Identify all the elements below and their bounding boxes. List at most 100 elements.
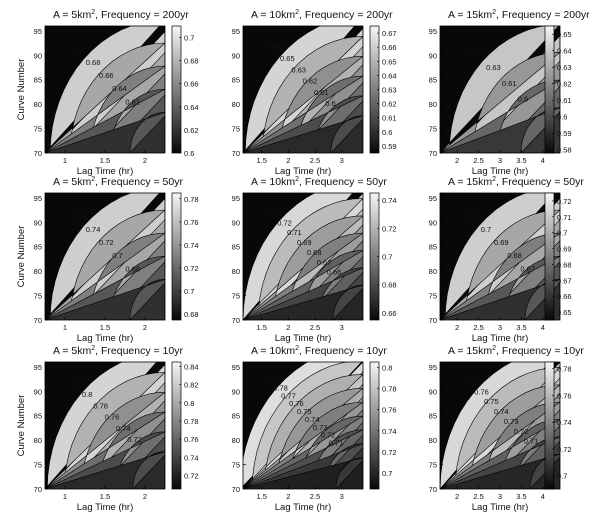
- colorbar-tick-label: 0.76: [382, 406, 397, 415]
- colorbar-tick-label: 0.8: [184, 399, 194, 408]
- colorbar-tick-label: 0.72: [184, 264, 199, 273]
- contour-label: 0.76: [289, 399, 304, 408]
- y-axis-label: Curve Number: [16, 59, 27, 121]
- subplot-title-text: A = 5km: [53, 9, 91, 21]
- colorbar-tick-label: 0.61: [382, 114, 397, 123]
- y-tick-label: 75: [232, 461, 240, 470]
- contour-label: 0.75: [297, 407, 312, 416]
- contour-label: 0.72: [127, 435, 142, 444]
- contour-label: 0.61: [314, 88, 329, 97]
- contour-area: 0.76 0.74 0.72 0.70.68: [45, 193, 165, 320]
- contour-label: 0.76: [474, 387, 489, 396]
- y-tick-label: 90: [429, 51, 437, 60]
- contour-area: 0.82 0.80.78 0.76 0.74 0.72: [45, 362, 165, 489]
- y-tick-label: 80: [429, 436, 437, 445]
- subplot-9: A = 15km2, Frequency = 10yr0.770.760.750…: [429, 345, 585, 513]
- subplot-title-superscript: 2: [295, 345, 299, 352]
- contour-band: [243, 115, 363, 153]
- subplot-title: A = 15km2, Frequency = 10yr: [448, 345, 584, 357]
- contour-label: 0.7: [73, 45, 83, 54]
- x-tick-label: 2: [455, 492, 459, 501]
- colorbar-tick-label: 0.58: [557, 146, 572, 155]
- x-tick-label: 1.5: [100, 492, 110, 501]
- x-tick-label: 2.5: [473, 323, 483, 332]
- colorbar-tick-label: 0.78: [557, 365, 572, 374]
- colorbar-tick-label: 0.72: [184, 471, 199, 480]
- y-tick-label: 80: [34, 436, 42, 445]
- colorbar-tick-label: 0.59: [382, 142, 397, 151]
- x-tick-label: 2: [455, 156, 459, 165]
- plot-frame: [242, 192, 364, 321]
- contour-band: [243, 284, 363, 320]
- contour-label: 0.74: [116, 424, 131, 433]
- y-tick-label: 95: [429, 27, 437, 36]
- colorbar: [544, 192, 555, 321]
- subplot-title-suffix: , Frequency = 200yr: [496, 9, 590, 21]
- y-tick-label: 75: [429, 292, 437, 301]
- x-tick-label: 1.5: [100, 156, 110, 165]
- contour-area: 0.70.68 0.66 0.64 0.62: [45, 26, 165, 153]
- contour-label: 0.67: [317, 258, 332, 267]
- colorbar: [171, 192, 182, 321]
- y-tick-label: 70: [232, 316, 240, 325]
- contour-label: 0.73: [267, 209, 282, 218]
- colorbar-tick-label: 0.74: [382, 427, 397, 436]
- contour-label: 0.76: [73, 212, 88, 221]
- colorbar-tick-label: 0.6: [557, 113, 567, 122]
- subplot-title-superscript: 2: [91, 176, 95, 183]
- colorbar-tick-label: 0.62: [184, 126, 199, 135]
- subplot-title-superscript: 2: [91, 345, 95, 352]
- x-tick-label: 2.5: [310, 492, 320, 501]
- contour-label: 0.63: [291, 65, 306, 74]
- contour-label: 0.64: [470, 47, 485, 56]
- y-tick-label: 75: [232, 292, 240, 301]
- contour-label: 0.69: [297, 238, 312, 247]
- subplot-7: A = 5km2, Frequency = 10yr0.820.80.780.7…: [16, 345, 199, 513]
- subplot-title: A = 15km2, Frequency = 200yr: [448, 9, 590, 21]
- colorbar-tick-label: 0.61: [557, 96, 572, 105]
- y-tick-label: 85: [34, 243, 42, 252]
- x-tick-label: 3.5: [516, 492, 526, 501]
- colorbar-tick-label: 0.7: [557, 472, 567, 481]
- x-tick-label: 4: [541, 492, 545, 501]
- subplot-title-suffix: , Frequency = 200yr: [95, 9, 189, 21]
- subplot-1: A = 5km2, Frequency = 200yr0.70.680.660.…: [16, 9, 199, 177]
- y-tick-label: 85: [429, 76, 437, 85]
- y-tick-label: 80: [34, 267, 42, 276]
- colorbar-tick-label: 0.66: [184, 80, 199, 89]
- contour-label: 0.6: [518, 95, 528, 104]
- y-tick-label: 70: [34, 149, 42, 158]
- subplot-title-text: A = 10km: [251, 9, 295, 21]
- y-tick-label: 80: [232, 436, 240, 445]
- y-axis-label: Curve Number: [16, 395, 27, 457]
- y-tick-label: 80: [232, 100, 240, 109]
- y-tick-label: 70: [429, 485, 437, 494]
- contour-band: [45, 112, 165, 153]
- contour-label: 0.6: [325, 99, 335, 108]
- colorbar-tick-label: 0.68: [184, 310, 199, 319]
- colorbar: [369, 361, 380, 490]
- x-tick-label: 3: [498, 492, 502, 501]
- subplot-4: A = 5km2, Frequency = 50yr 0.760.740.720.…: [16, 176, 199, 344]
- contour-label: 0.77: [464, 378, 479, 387]
- y-tick-label: 95: [34, 194, 42, 203]
- subplot-title-superscript: 2: [492, 9, 496, 16]
- y-tick-label: 85: [429, 243, 437, 252]
- colorbar-tick-label: 0.65: [557, 30, 572, 39]
- y-tick-label: 85: [429, 412, 437, 421]
- colorbar-tick-label: 0.78: [184, 195, 199, 204]
- subplot-title-suffix: , Frequency = 50yr: [496, 176, 584, 188]
- x-tick-label: 4: [541, 323, 545, 332]
- contour-label: 0.71: [468, 212, 483, 221]
- colorbar: [544, 25, 555, 154]
- colorbar-tick-label: 0.65: [382, 57, 397, 66]
- subplot-title: A = 5km2, Frequency = 50yr: [53, 176, 183, 188]
- contour-band: [243, 457, 363, 489]
- contour-label: 0.65: [280, 54, 295, 63]
- colorbar-tick-label: 0.7: [382, 469, 392, 478]
- contour-label: 0.73: [313, 423, 328, 432]
- y-tick-label: 95: [232, 27, 240, 36]
- subplot-2: A = 10km2, Frequency = 200yr0.660.650.63…: [232, 9, 397, 177]
- colorbar-tick-label: 0.84: [184, 363, 199, 372]
